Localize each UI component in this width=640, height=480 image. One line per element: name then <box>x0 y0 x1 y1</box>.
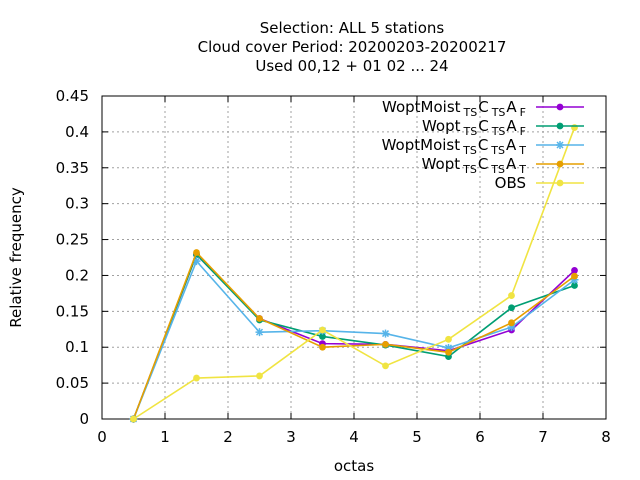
legend-label-part: F <box>520 125 526 138</box>
legend-entry: OBS <box>495 174 584 192</box>
data-point <box>445 348 452 356</box>
legend-label-part: C <box>478 155 488 173</box>
legend-label: Wopt TSC TSA F <box>422 117 526 138</box>
legend-label: WoptMoist TSC TSA F <box>382 98 526 119</box>
legend-label: Wopt TSC TSA T <box>422 155 527 176</box>
legend-label-part: C <box>478 117 488 135</box>
series-line <box>133 127 576 420</box>
legend-label-part: T <box>518 163 526 176</box>
legend-label-part: OBS <box>495 174 526 192</box>
axis-ticks: 0 1 2 3 4 5 6 7 8 0 0.05 0.1 0.15 0.2 0.25 0.3 0.35 0.4 0.… <box>56 87 611 446</box>
series-line <box>132 253 575 420</box>
legend-label-part: Wopt <box>422 117 461 135</box>
legend-label-part: TS <box>490 163 505 176</box>
data-point <box>319 333 326 340</box>
title-line: Used 00,12 + 01 02 ... 24 <box>255 57 448 75</box>
y-tick-label: 0 <box>79 410 89 428</box>
legend-label-part: A <box>506 136 517 154</box>
y-tick-label: 0.35 <box>56 159 89 177</box>
x-tick-label: 5 <box>412 428 422 446</box>
x-tick-label: 1 <box>160 428 170 446</box>
y-tick-label: 0.2 <box>65 266 89 284</box>
data-point <box>130 415 137 423</box>
x-axis-label: octas <box>334 457 374 475</box>
legend-label-part: A <box>506 155 517 173</box>
legend-marker <box>556 179 564 187</box>
y-tick-label: 0.05 <box>56 374 89 392</box>
x-tick-label: 4 <box>349 428 359 446</box>
data-point <box>571 267 578 274</box>
data-point <box>571 272 578 280</box>
legend-label-part: C <box>478 136 488 154</box>
legend-marker <box>556 103 564 111</box>
legend-marker <box>556 122 564 130</box>
legend-entry: WoptMoist TSC TSA F <box>382 98 584 119</box>
legend-label-part: TS <box>463 106 478 119</box>
y-tick-label: 0.45 <box>56 87 89 105</box>
legend-label-part: WoptMoist <box>382 98 461 116</box>
data-point <box>508 292 515 299</box>
data-point <box>319 326 326 334</box>
series-line <box>132 259 575 420</box>
x-tick-label: 7 <box>538 428 548 446</box>
data-point <box>382 340 389 348</box>
legend-label-part: A <box>506 98 517 116</box>
data-point <box>256 372 263 380</box>
legend-label-part: Wopt <box>422 155 461 173</box>
data-point <box>381 329 390 338</box>
series-line <box>132 251 575 420</box>
data-point <box>508 319 515 327</box>
x-tick-label: 8 <box>601 428 611 446</box>
legend-entry: Wopt TSC TSA T <box>422 155 584 176</box>
data-point <box>193 249 200 256</box>
legend-label-part: TS <box>491 125 506 138</box>
title-line: Cloud cover Period: 20200203-20200217 <box>198 38 507 56</box>
grid <box>102 96 606 419</box>
data-point <box>256 315 263 322</box>
x-tick-label: 2 <box>223 428 233 446</box>
data-point <box>319 343 326 351</box>
title-line: Selection: ALL 5 stations <box>260 19 445 37</box>
legend-marker <box>556 160 564 168</box>
y-tick-label: 0.1 <box>65 338 89 356</box>
legend-entry: WoptMoist TSC TSA T <box>382 136 584 157</box>
legend-label-part: TS <box>490 144 505 157</box>
legend-label: WoptMoist TSC TSA T <box>382 136 527 157</box>
series-layer <box>129 124 579 423</box>
y-tick-label: 0.4 <box>65 123 89 141</box>
data-point <box>445 335 452 343</box>
legend-label-part: C <box>478 98 488 116</box>
y-tick-label: 0.15 <box>56 302 89 320</box>
data-point <box>255 328 264 337</box>
legend-entry: Wopt TSC TSA F <box>422 117 584 138</box>
legend-label-part: TS <box>491 106 506 119</box>
data-point <box>382 362 389 370</box>
data-point <box>193 374 200 382</box>
legend-label-part: TS <box>462 144 477 157</box>
legend-label-part: T <box>518 144 526 157</box>
legend-label-part: TS <box>463 125 478 138</box>
legend-label: OBS <box>495 174 526 192</box>
legend-label-part: TS <box>462 163 477 176</box>
y-tick-label: 0.25 <box>56 231 89 249</box>
y-axis-label: Relative frequency <box>7 187 25 328</box>
series-4 <box>130 124 578 423</box>
legend-label-part: WoptMoist <box>382 136 461 154</box>
x-tick-label: 6 <box>475 428 485 446</box>
y-tick-label: 0.3 <box>65 195 89 213</box>
data-point <box>508 304 515 312</box>
legend-marker <box>556 141 564 149</box>
legend-label-part: A <box>506 117 517 135</box>
x-tick-label: 3 <box>286 428 296 446</box>
legend-label-part: F <box>520 106 526 119</box>
x-tick-label: 0 <box>97 428 107 446</box>
data-point <box>571 282 578 289</box>
